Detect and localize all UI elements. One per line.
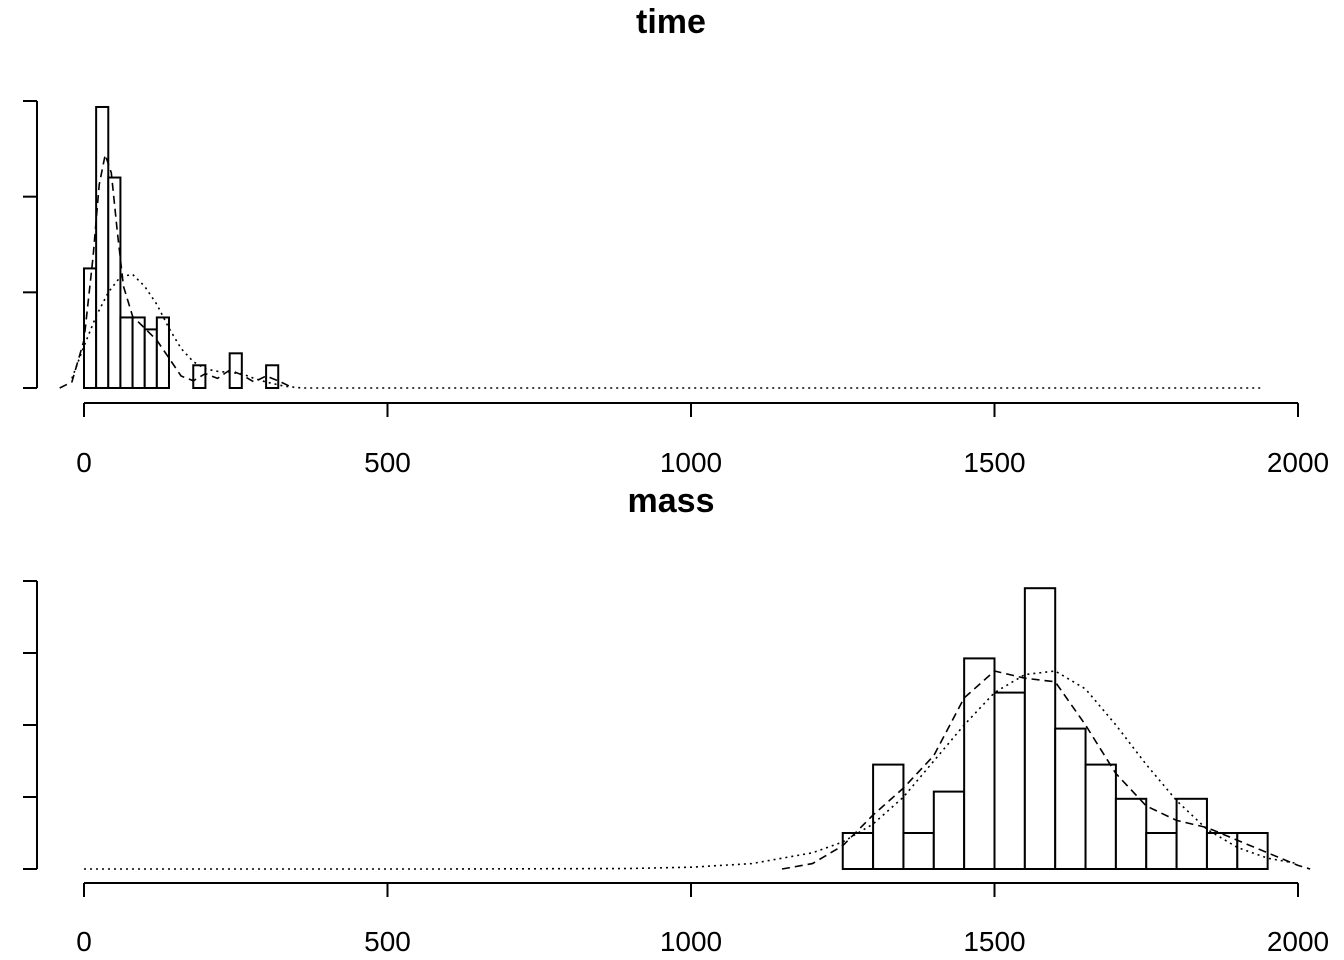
x-tick-label: 1000	[660, 447, 722, 478]
histogram-bar	[143, 328, 158, 390]
histogram-bar	[107, 176, 122, 389]
histogram-bar	[119, 316, 134, 389]
histogram-bar	[993, 691, 1026, 870]
histogram-bar	[1084, 763, 1117, 870]
histogram-bar	[841, 832, 875, 870]
density-curve-dotted	[71, 273, 1262, 389]
panel-mass: mass 0 500 1000 1500 2000	[23, 482, 1329, 957]
density-curve-dashed	[59, 151, 294, 389]
histogram-bar	[932, 790, 966, 870]
histogram-bar	[1114, 797, 1148, 870]
histogram-bar	[155, 316, 170, 389]
histogram-bar	[1023, 587, 1057, 870]
histogram-bar	[963, 657, 996, 871]
histogram-bar	[1175, 797, 1208, 870]
histogram-bar	[228, 352, 243, 389]
histogram-bar	[902, 832, 935, 870]
panel-time: time 0 500 1000 1500 2000	[23, 3, 1329, 478]
panel-title: time	[636, 3, 706, 41]
x-tick-label: 1500	[963, 926, 1025, 957]
x-tick-label: 0	[76, 926, 92, 957]
histogram-bar	[131, 316, 146, 389]
x-tick-label: 2000	[1267, 447, 1329, 478]
histogram-bar	[192, 364, 207, 390]
histogram-bar	[872, 763, 905, 870]
x-tick-label: 1500	[963, 447, 1025, 478]
x-tick-label: 2000	[1267, 926, 1329, 957]
density-curve-dotted	[84, 670, 1299, 870]
density-curve-dashed	[781, 670, 1311, 870]
x-tick-label: 1000	[660, 926, 722, 957]
histogram-bar	[95, 105, 110, 390]
x-tick-label: 500	[364, 447, 411, 478]
x-tick-label: 500	[364, 926, 411, 957]
histogram-bar	[1054, 727, 1087, 870]
x-tick-label: 0	[76, 447, 92, 478]
panel-title: mass	[628, 482, 715, 520]
histogram-bar	[1145, 832, 1178, 870]
histogram-bar	[1205, 832, 1239, 870]
